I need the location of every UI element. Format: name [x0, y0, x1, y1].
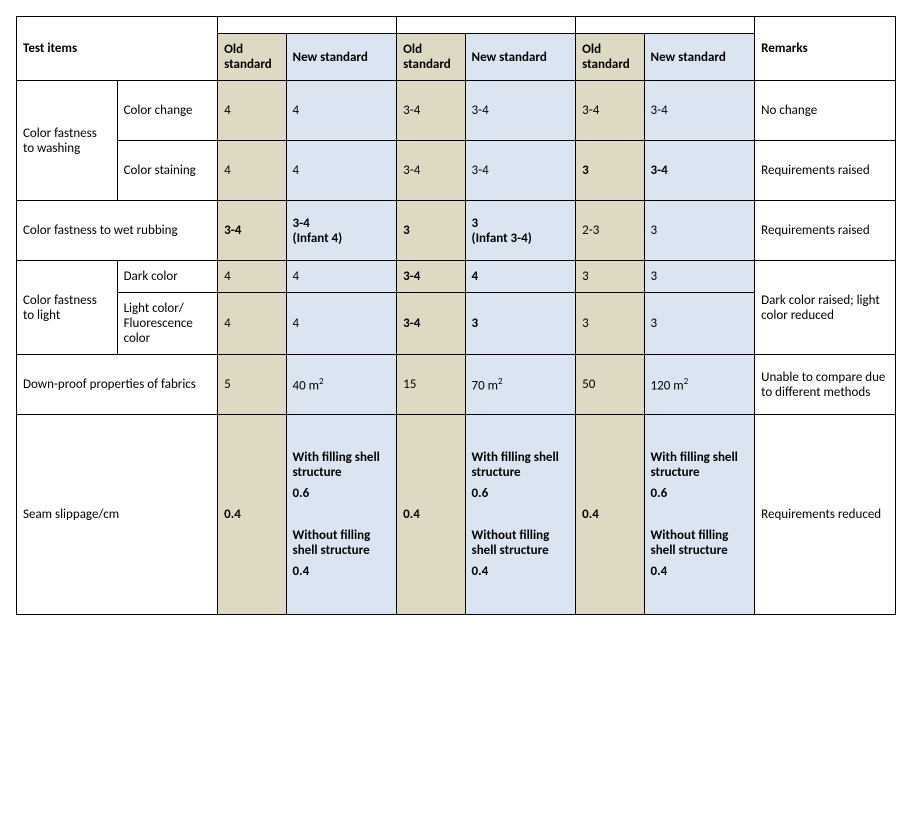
row-washing-change: Color fastness to washing Color change 4… [17, 81, 896, 141]
cell: 3-4 [218, 201, 286, 261]
header-test-items: Test items [17, 17, 218, 81]
cell: With filling shell structure 0.6 Without… [286, 415, 397, 615]
standards-comparison-table: Test items Remarks Old standard New stan… [16, 16, 896, 615]
cell: 4 [218, 293, 286, 355]
cell: 4 [286, 293, 397, 355]
remark: Unable to compare due to different metho… [755, 355, 896, 415]
row-wet-rubbing: Color fastness to wet rubbing 3-4 3-4 (I… [17, 201, 896, 261]
cell: 3 [644, 201, 755, 261]
txt: Without filling shell structure [293, 528, 391, 558]
txt: 0.6 [472, 486, 570, 501]
row-washing-staining: Color staining 4 4 3-4 3-4 3 3-4 Require… [17, 141, 896, 201]
cell: 120 m2 [644, 355, 755, 415]
cell: 50 [576, 355, 644, 415]
cell: 3-4 [576, 81, 644, 141]
cell: 3 [397, 201, 465, 261]
cell: 3-4 [644, 141, 755, 201]
cell: 3 [576, 293, 644, 355]
txt: With filling shell structure [293, 450, 391, 480]
cell: 4 [218, 141, 286, 201]
txt: 0.6 [651, 486, 749, 501]
cell: 3 [576, 141, 644, 201]
header-group-3 [576, 17, 755, 34]
cell: 4 [465, 261, 576, 293]
txt: With filling shell structure [651, 450, 749, 480]
cell: 0.4 [576, 415, 644, 615]
cell: 5 [218, 355, 286, 415]
label-wet-rubbing: Color fastness to wet rubbing [17, 201, 218, 261]
cell: 40 m2 [286, 355, 397, 415]
txt: With filling shell structure [472, 450, 570, 480]
remark: Dark color raised; light color reduced [755, 261, 896, 355]
txt: 0.4 [472, 564, 570, 579]
header-old-3: Old standard [576, 34, 644, 81]
cell: With filling shell structure 0.6 Without… [644, 415, 755, 615]
cell: 0.4 [218, 415, 286, 615]
group-light: Color fastness to light [17, 261, 118, 355]
header-new-3: New standard [644, 34, 755, 81]
txt: 0.4 [293, 564, 391, 579]
remark: Requirements raised [755, 141, 896, 201]
val: (Infant 3-4) [472, 231, 532, 246]
label-dark-color: Dark color [117, 261, 218, 293]
txt: 0.6 [293, 486, 391, 501]
cell: 3 [644, 293, 755, 355]
header-new-1: New standard [286, 34, 397, 81]
cell: 3-4 (Infant 4) [286, 201, 397, 261]
row-light-dark: Color fastness to light Dark color 4 4 3… [17, 261, 896, 293]
cell: 3-4 [397, 81, 465, 141]
cell: 4 [218, 261, 286, 293]
cell: 3 (Infant 3-4) [465, 201, 576, 261]
label-seam: Seam slippage/cm [17, 415, 218, 615]
cell: 3-4 [644, 81, 755, 141]
cell: 3-4 [397, 293, 465, 355]
label-down-proof: Down-proof properties of fabrics [17, 355, 218, 415]
cell: 3-4 [397, 141, 465, 201]
cell: 3-4 [465, 81, 576, 141]
val: 3-4 [293, 216, 310, 231]
cell: 3-4 [397, 261, 465, 293]
cell: 4 [218, 81, 286, 141]
row-seam-slippage: Seam slippage/cm 0.4 With filling shell … [17, 415, 896, 615]
remark: No change [755, 81, 896, 141]
label-color-staining: Color staining [117, 141, 218, 201]
header-new-2: New standard [465, 34, 576, 81]
cell: 2-3 [576, 201, 644, 261]
header-row-1: Test items Remarks [17, 17, 896, 34]
header-remarks: Remarks [755, 17, 896, 81]
cell: 3 [644, 261, 755, 293]
cell: 3 [576, 261, 644, 293]
header-old-1: Old standard [218, 34, 286, 81]
header-group-1 [218, 17, 397, 34]
group-washing: Color fastness to washing [17, 81, 118, 201]
cell: 70 m2 [465, 355, 576, 415]
label-color-change: Color change [117, 81, 218, 141]
remark: Requirements reduced [755, 415, 896, 615]
cell: With filling shell structure 0.6 Without… [465, 415, 576, 615]
txt: 0.4 [651, 564, 749, 579]
header-old-2: Old standard [397, 34, 465, 81]
cell: 4 [286, 141, 397, 201]
cell: 15 [397, 355, 465, 415]
txt: Without filling shell structure [472, 528, 570, 558]
cell: 4 [286, 81, 397, 141]
val: 3 [472, 216, 479, 231]
row-down-proof: Down-proof properties of fabrics 5 40 m2… [17, 355, 896, 415]
cell: 3-4 [465, 141, 576, 201]
remark: Requirements raised [755, 201, 896, 261]
cell: 0.4 [397, 415, 465, 615]
val: (Infant 4) [293, 231, 343, 246]
cell: 4 [286, 261, 397, 293]
txt: Without filling shell structure [651, 528, 749, 558]
cell: 3 [465, 293, 576, 355]
header-group-2 [397, 17, 576, 34]
label-light-color: Light color/ Fluorescence color [117, 293, 218, 355]
